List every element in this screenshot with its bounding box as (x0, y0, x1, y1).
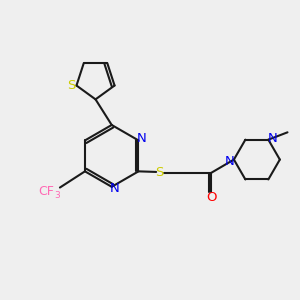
Text: O: O (206, 191, 217, 204)
Text: N: N (137, 133, 147, 146)
Text: N: N (110, 182, 119, 195)
Text: 3: 3 (54, 191, 60, 200)
Text: S: S (67, 79, 75, 92)
Text: N: N (225, 154, 234, 167)
Text: S: S (155, 166, 164, 179)
Text: N: N (268, 132, 278, 145)
Text: CF: CF (39, 185, 55, 199)
